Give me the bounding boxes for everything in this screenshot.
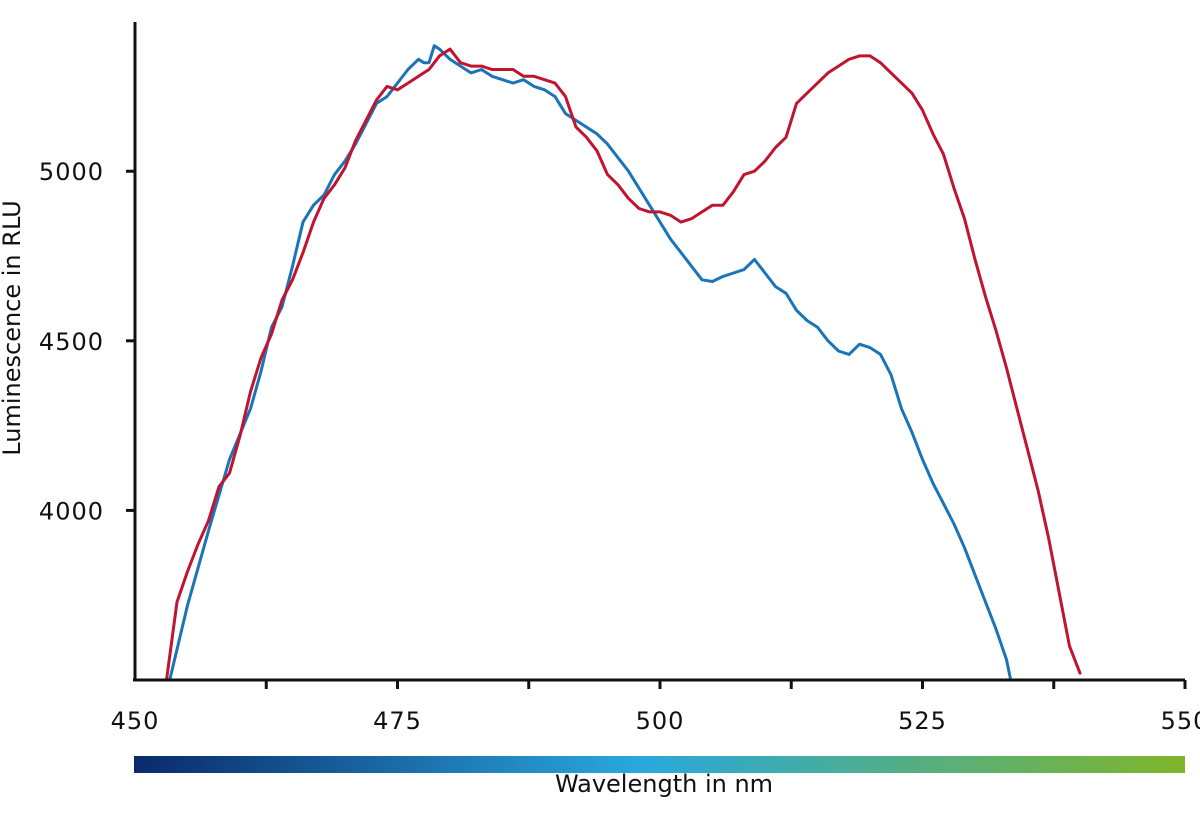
x-tick-label: 525 (898, 707, 947, 735)
wavelength-gradient-bar (134, 756, 1185, 773)
x-axis-title: Wavelength in nm (555, 770, 773, 798)
y-axis-title: Luminescence in RLU (0, 200, 26, 455)
tick-layer: 450 475 500 525 550 4000 4500 5000 (39, 158, 1200, 735)
series-line-1 (168, 44, 1013, 682)
y-tick-label: 5000 (39, 158, 104, 186)
x-tick-label: 500 (636, 707, 685, 735)
series-layer (165, 44, 1082, 682)
y-tick-label: 4500 (39, 328, 104, 356)
x-tick-label: 550 (1161, 707, 1200, 735)
y-tick-label: 4000 (39, 497, 104, 525)
x-tick-label: 450 (111, 707, 160, 735)
x-tick-label: 475 (373, 707, 422, 735)
series-line-2 (165, 47, 1082, 682)
